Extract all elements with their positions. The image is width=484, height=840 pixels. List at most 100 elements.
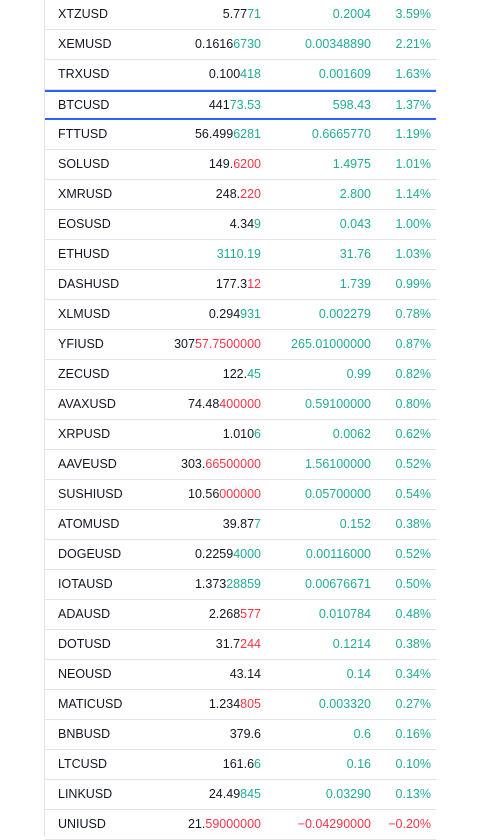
change-percent: 1.63% [395, 67, 431, 81]
watchlist-row-xmrusd[interactable]: XMRUSD 248.220 2.800 1.14% [45, 180, 436, 210]
change-value: 0.14 [346, 667, 371, 681]
last-price: 44173.53 [136, 92, 261, 118]
last-price-changed-digits: 577 [240, 607, 261, 621]
last-price: 5.7771 [136, 0, 261, 29]
symbol-label: MATICUSD [58, 697, 123, 711]
last-price: 56.4996281 [136, 120, 261, 149]
last-price-stable-digits: 2.268 [208, 607, 241, 621]
last-price-changed-digits: 12 [247, 277, 261, 291]
change-percent: 0.78% [395, 307, 431, 321]
watchlist-row-solusd[interactable]: SOLUSD 149.6200 1.4975 1.01% [45, 150, 436, 180]
change-percent: 0.50% [395, 577, 431, 591]
change-percent: −0.20% [388, 817, 431, 831]
watchlist-row-atomusd[interactable]: ATOMUSD 39.877 0.152 0.38% [45, 510, 436, 540]
last-price-stable-digits: 122. [222, 367, 248, 381]
watchlist-row-avaxusd[interactable]: AVAXUSD 74.48400000 0.59100000 0.80% [45, 390, 436, 420]
watchlist-row-btcusd[interactable]: BTCUSD 44173.53 598.43 1.37% [45, 90, 436, 120]
last-price-changed-digits: 6 [254, 757, 261, 771]
symbol-label: ADAUSD [58, 607, 111, 621]
change-value: 0.00116000 [305, 547, 371, 561]
watchlist-row-xlmusd[interactable]: XLMUSD 0.294931 0.002279 0.78% [45, 300, 436, 330]
change-percent: 0.38% [395, 517, 431, 531]
change-percent: 0.10% [395, 757, 431, 771]
symbol-label: SOLUSD [58, 157, 110, 171]
change-value: 1.739 [339, 277, 371, 291]
watchlist-row-maticusd[interactable]: MATICUSD 1.234805 0.003320 0.27% [45, 690, 436, 720]
symbol-label: AVAXUSD [58, 397, 116, 411]
last-price-stable-digits: 177.3 [215, 277, 248, 291]
last-price: 1.234805 [136, 690, 261, 719]
change-value: 0.00348890 [304, 37, 371, 51]
change-value: 0.001609 [318, 67, 371, 81]
last-price: 0.294931 [136, 300, 261, 329]
symbol-label: ETHUSD [58, 247, 110, 261]
last-price-stable-digits: 303. [181, 457, 206, 471]
symbol-label: ATOMUSD [58, 517, 120, 531]
watchlist-row-ltcusd[interactable]: LTCUSD 161.66 0.16 0.10% [45, 750, 436, 780]
last-price-changed-digits: 244 [240, 637, 261, 651]
last-price: 21.59000000 [136, 810, 261, 839]
last-price-stable-digits: 1.373 [194, 577, 227, 591]
watchlist-row-fttusd[interactable]: FTTUSD 56.4996281 0.6665770 1.19% [45, 120, 436, 150]
symbol-label: DASHUSD [58, 277, 120, 291]
last-price-stable-digits: 0.1616 [194, 37, 234, 51]
last-price-changed-digits: 931 [240, 307, 261, 321]
watchlist-row-zecusd[interactable]: ZECUSD 122.45 0.99 0.82% [45, 360, 436, 390]
last-price-changed-digits: 000000 [219, 487, 261, 501]
watchlist-table: XTZUSD 5.7771 0.2004 3.59% XEMUSD 0.16166730 0… [45, 0, 436, 840]
watchlist-row-dashusd[interactable]: DASHUSD 177.312 1.739 0.99% [45, 270, 436, 300]
watchlist-row-dogeusd[interactable]: DOGEUSD 0.22594000 0.00116000 0.52% [45, 540, 436, 570]
last-price: 30757.7500000 [136, 330, 261, 359]
change-value: 0.2004 [332, 7, 371, 21]
change-value: 0.6665770 [311, 127, 371, 141]
change-percent: 0.38% [395, 637, 431, 651]
symbol-label: FTTUSD [58, 127, 108, 141]
watchlist-row-aaveusd[interactable]: AAVEUSD 303.66500000 1.56100000 0.52% [45, 450, 436, 480]
watchlist-row-adausd[interactable]: ADAUSD 2.268577 0.010784 0.48% [45, 600, 436, 630]
change-value: 0.152 [339, 517, 371, 531]
change-value: 1.4975 [332, 157, 371, 171]
last-price-changed-digits: 59000000 [205, 817, 261, 831]
symbol-label: AAVEUSD [58, 457, 117, 471]
change-percent: 1.19% [395, 127, 431, 141]
watchlist-row-ethusd[interactable]: ETHUSD 3110.19 31.76 1.03% [45, 240, 436, 270]
last-price-stable-digits: 43.14 [229, 667, 261, 681]
watchlist-row-sushiusd[interactable]: SUSHIUSD 10.56000000 0.05700000 0.54% [45, 480, 436, 510]
change-percent: 0.87% [395, 337, 431, 351]
last-price: 248.220 [136, 180, 261, 209]
last-price-stable-digits: 379.6 [229, 727, 261, 741]
last-price-changed-digits: 220 [240, 187, 261, 201]
last-price-changed-digits: 71 [247, 7, 261, 21]
last-price-changed-digits: 6730 [233, 37, 261, 51]
watchlist-row-xtzusd[interactable]: XTZUSD 5.7771 0.2004 3.59% [45, 0, 436, 30]
change-percent: 0.82% [395, 367, 431, 381]
change-percent: 1.37% [395, 98, 431, 112]
last-price-stable-digits: 1.010 [222, 427, 255, 441]
watchlist-row-iotausd[interactable]: IOTAUSD 1.37328859 0.00676671 0.50% [45, 570, 436, 600]
watchlist-row-dotusd[interactable]: DOTUSD 31.7244 0.1214 0.38% [45, 630, 436, 660]
last-price-changed-digits: 3110.19 [216, 247, 261, 261]
last-price-stable-digits: 307 [174, 337, 195, 351]
change-percent: 0.62% [395, 427, 431, 441]
change-percent: 0.80% [395, 397, 431, 411]
last-price: 1.37328859 [136, 570, 261, 599]
watchlist-row-eosusd[interactable]: EOSUSD 4.349 0.043 1.00% [45, 210, 436, 240]
watchlist-row-xrpusd[interactable]: XRPUSD 1.0106 0.0062 0.62% [45, 420, 436, 450]
last-price-stable-digits: 21. [187, 817, 206, 831]
watchlist-row-yfiusd[interactable]: YFIUSD 30757.7500000 265.01000000 0.87% [45, 330, 436, 360]
last-price: 379.6 [136, 720, 261, 749]
symbol-label: XTZUSD [58, 7, 108, 21]
watchlist-row-bnbusd[interactable]: BNBUSD 379.6 0.6 0.16% [45, 720, 436, 750]
watchlist-row-xemusd[interactable]: XEMUSD 0.16166730 0.00348890 2.21% [45, 30, 436, 60]
last-price-changed-digits: 73.53 [229, 98, 261, 112]
symbol-label: ZECUSD [58, 367, 110, 381]
watchlist-row-trxusd[interactable]: TRXUSD 0.100418 0.001609 1.63% [45, 60, 436, 90]
last-price: 39.877 [136, 510, 261, 539]
watchlist-row-neousd[interactable]: NEOUSD 43.14 0.14 0.34% [45, 660, 436, 690]
last-price-changed-digits: 400000 [219, 397, 261, 411]
change-value: 0.05700000 [304, 487, 371, 501]
last-price-stable-digits: 0.2259 [194, 547, 234, 561]
change-percent: 0.13% [395, 787, 431, 801]
last-price: 0.16166730 [136, 30, 261, 59]
watchlist-row-linkusd[interactable]: LINKUSD 24.49845 0.03290 0.13% [45, 780, 436, 810]
